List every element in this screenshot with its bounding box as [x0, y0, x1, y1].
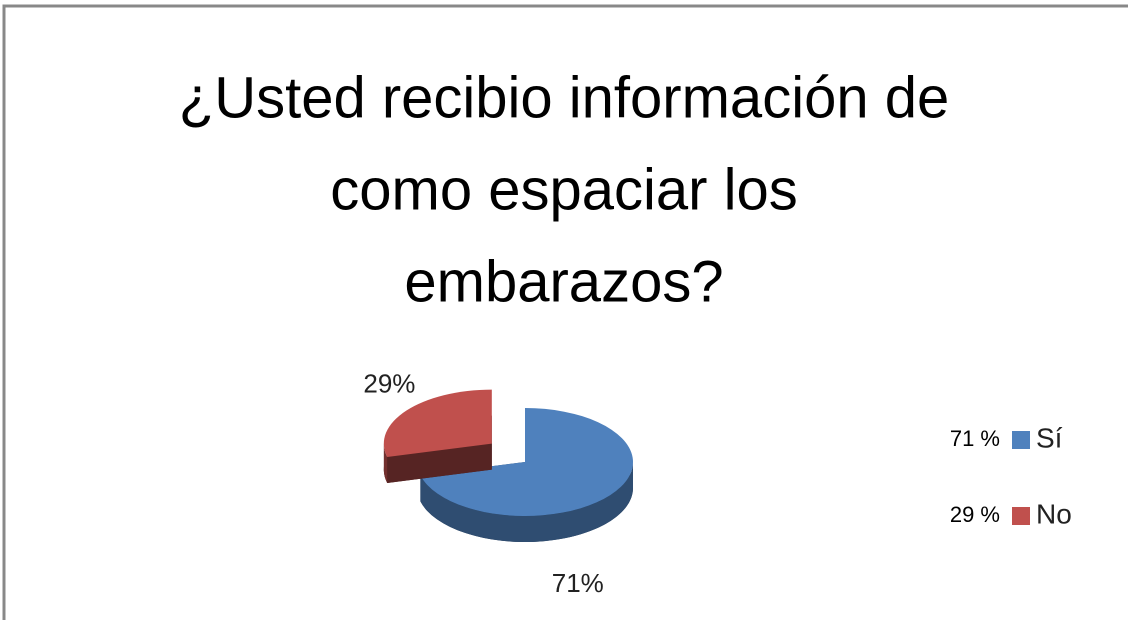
- pie-slice-face: [387, 443, 492, 484]
- legend-value: 71 %: [950, 426, 1000, 451]
- data-label: 71%: [552, 568, 604, 598]
- pie-slice: [420, 408, 633, 517]
- chart-title: como espaciar los: [330, 157, 797, 222]
- pie-slice: [383, 389, 492, 458]
- pie-slice-side: [383, 443, 388, 484]
- chart-title: embarazos?: [404, 249, 723, 314]
- legend-swatch: [1012, 431, 1030, 449]
- pie-slice-side: [420, 462, 633, 543]
- legend-label: Sí: [1036, 422, 1063, 453]
- legend-swatch: [1012, 507, 1030, 525]
- chart-title: ¿Usted recibio información de: [179, 65, 949, 130]
- legend-label: No: [1036, 498, 1072, 529]
- legend-value: 29 %: [950, 502, 1000, 527]
- data-label: 29%: [363, 369, 415, 399]
- frame: [2, 4, 1128, 620]
